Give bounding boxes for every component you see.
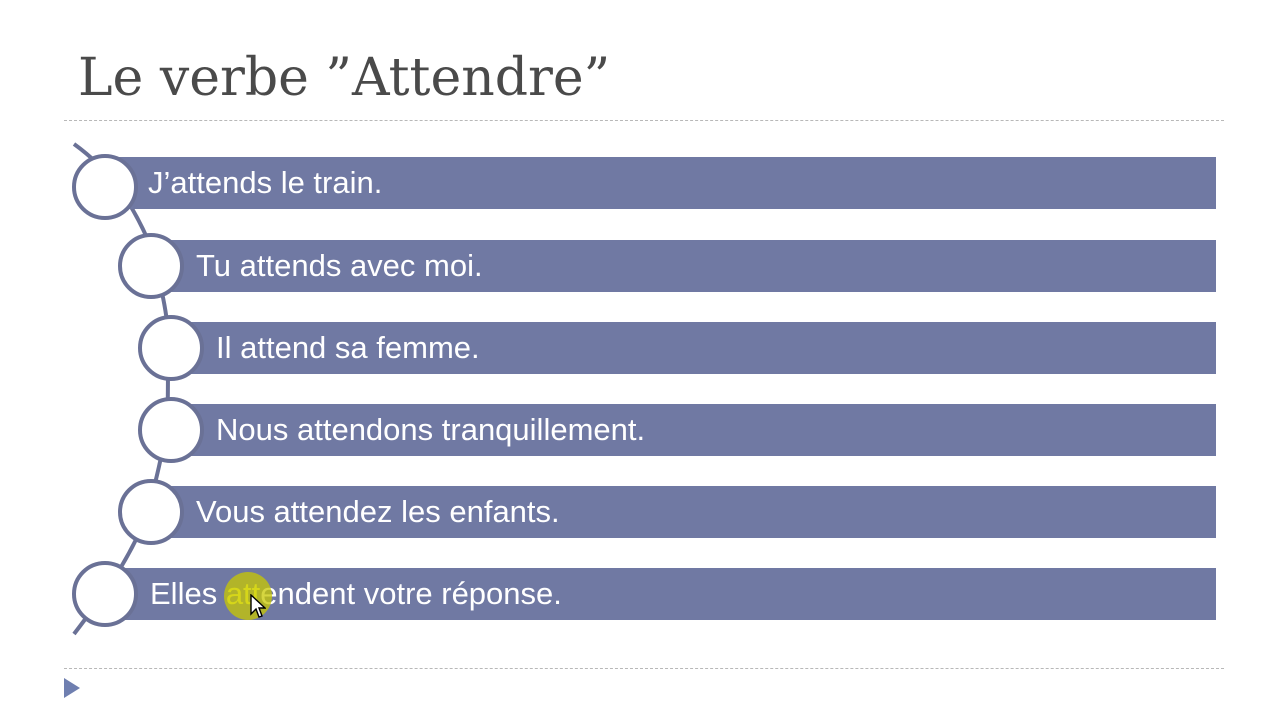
play-triangle-icon[interactable] xyxy=(64,678,80,698)
list-node-6 xyxy=(72,561,138,627)
list-item-6-label-start: Elles xyxy=(150,576,226,611)
list-item-2-label: Tu attends avec moi. xyxy=(196,248,483,283)
list-node-4 xyxy=(138,397,204,463)
list-item-4-label: Nous attendons tranquillement. xyxy=(216,412,646,447)
mouse-pointer-icon xyxy=(250,594,266,618)
list-node-5 xyxy=(118,479,184,545)
list-item-1-label: J’attends le train. xyxy=(148,165,383,200)
list-item-5-label: Vous attendez les enfants. xyxy=(196,494,560,529)
list-item-4: Nous attendons tranquillement. xyxy=(172,404,1216,456)
list-item-6: Elles attendent votre réponse. xyxy=(108,568,1216,620)
list-item-3-label: Il attend sa femme. xyxy=(216,330,480,365)
slide-title: Le verbe ”Attendre” xyxy=(78,48,611,108)
cursor-highlight-circle xyxy=(224,572,272,620)
list-node-3 xyxy=(138,315,204,381)
list-item-3: Il attend sa femme. xyxy=(172,322,1216,374)
footer-divider xyxy=(64,668,1224,669)
title-divider xyxy=(64,120,1224,121)
list-node-2 xyxy=(118,233,184,299)
list-item-6-label-end: endent votre réponse. xyxy=(260,576,562,611)
list-item-1: J’attends le train. xyxy=(108,157,1216,209)
list-item-2: Tu attends avec moi. xyxy=(152,240,1216,292)
list-item-6-label: Elles attendent votre réponse. xyxy=(150,576,562,612)
list-item-5: Vous attendez les enfants. xyxy=(152,486,1216,538)
list-node-1 xyxy=(72,154,138,220)
